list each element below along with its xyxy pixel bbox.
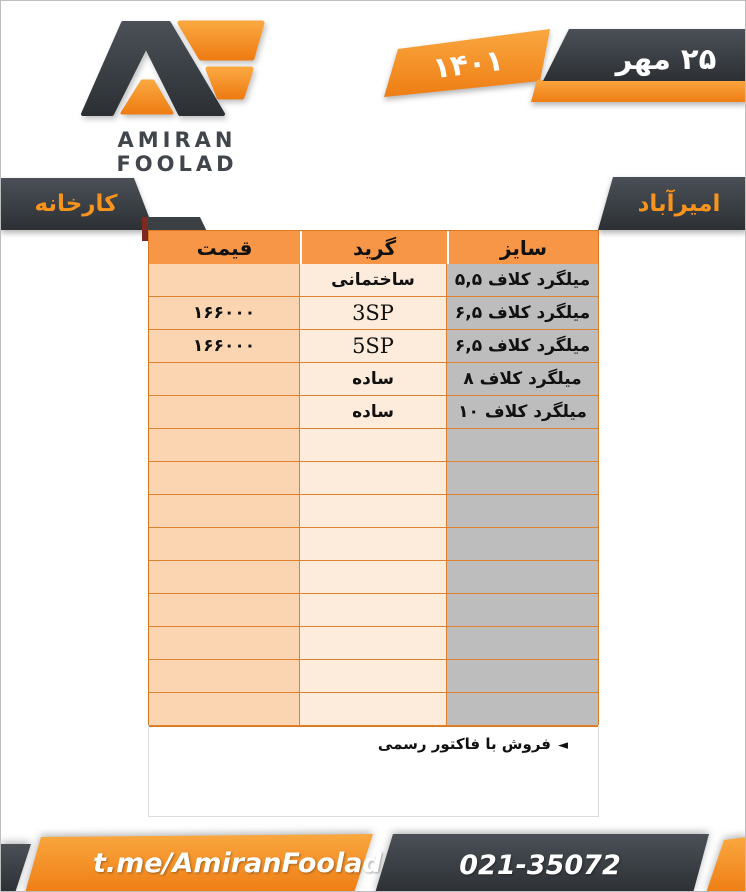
- size-cell: [447, 693, 598, 726]
- grade-cell: [300, 561, 447, 594]
- footer-dark-ribbon: [375, 834, 709, 891]
- table-row: ۱۶۶۰۰۰ 3SP میلگرد کلاف ۶,۵: [149, 297, 598, 330]
- grade-cell: [300, 495, 447, 528]
- table-row: [149, 462, 598, 495]
- price-cell: [149, 693, 300, 726]
- logo-mark: [81, 20, 265, 116]
- phone-number: 021-35072: [459, 850, 621, 881]
- note-text: فروش با فاکتور رسمی: [377, 735, 551, 753]
- location-label: امیرآباد: [637, 191, 721, 217]
- table-row: [149, 495, 598, 528]
- size-cell: [447, 495, 598, 528]
- day-ribbon: [543, 29, 745, 81]
- footer-orange-ribbon: [25, 834, 373, 891]
- table-row: [149, 528, 598, 561]
- grade-cell: [300, 660, 447, 693]
- size-cell: میلگرد کلاف ۸: [447, 363, 598, 396]
- location-banner-left: [1, 178, 154, 230]
- size-cell: [447, 528, 598, 561]
- grade-cell: [300, 693, 447, 726]
- date-day-label: ۲۵ مهر: [615, 42, 717, 76]
- size-cell: [447, 627, 598, 660]
- price-cell: [149, 594, 300, 627]
- grade-cell: [300, 429, 447, 462]
- price-cell: ۱۶۶۰۰۰: [149, 330, 300, 363]
- size-cell: میلگرد کلاف ۱۰: [447, 396, 598, 429]
- grade-cell: 3SP: [300, 297, 447, 330]
- price-cell: [149, 561, 300, 594]
- price-cell: [149, 264, 300, 297]
- grade-cell: [300, 594, 447, 627]
- logo-f-top-icon: [177, 20, 265, 61]
- logo-a-icon: [81, 21, 225, 116]
- size-cell: [447, 660, 598, 693]
- size-cell: [447, 594, 598, 627]
- size-column-header: سایز: [447, 231, 598, 264]
- grade-column-header: گرید: [300, 231, 447, 264]
- grade-cell: [300, 627, 447, 660]
- price-cell: [149, 462, 300, 495]
- size-cell: میلگرد کلاف ۵,۵: [447, 264, 598, 297]
- size-cell: [447, 561, 598, 594]
- price-cell: [149, 429, 300, 462]
- date-ribbon-group: [384, 29, 745, 102]
- size-cell: میلگرد کلاف ۶,۵: [447, 330, 598, 363]
- year-ribbon: [384, 29, 550, 97]
- table-row: [149, 561, 598, 594]
- footer-ribbon-group: [1, 834, 745, 891]
- price-column-header: قیمت: [196, 235, 253, 260]
- note-marker-icon: ◄: [558, 738, 568, 753]
- grade-cell: ساده: [300, 396, 447, 429]
- location-banner-group: [1, 177, 745, 230]
- size-cell: [447, 429, 598, 462]
- table-row: ۱۶۶۰۰۰ 5SP میلگرد کلاف ۶,۵: [149, 330, 598, 363]
- telegram-link[interactable]: t.me/AmiranFoolad: [93, 848, 382, 879]
- price-cell: [149, 627, 300, 660]
- grade-cell: ساختمانی: [300, 264, 447, 297]
- size-cell: میلگرد کلاف ۶,۵: [447, 297, 598, 330]
- table-row: [149, 594, 598, 627]
- price-cell: [149, 363, 300, 396]
- grade-cell: [300, 528, 447, 561]
- table-row: [149, 660, 598, 693]
- table-header-row: قیمت گرید سایز: [149, 231, 598, 264]
- table-row: ساده میلگرد کلاف ۸: [149, 363, 598, 396]
- orange-strip: [531, 80, 745, 102]
- location-banner-right: [598, 177, 745, 230]
- logo-f-bottom-icon: [205, 66, 254, 100]
- brand-name: AMIRAN FOOLAD: [116, 128, 238, 176]
- table-row: [149, 693, 598, 726]
- logo-a-inner-triangle-icon: [120, 79, 174, 115]
- table-row: ساده میلگرد کلاف ۱۰: [149, 396, 598, 429]
- destination-label: کارخانه: [34, 191, 118, 217]
- price-cell: [149, 396, 300, 429]
- grade-cell: [300, 462, 447, 495]
- table-row: [149, 627, 598, 660]
- footer-dark-sliver: [1, 844, 31, 891]
- price-cell: ۱۶۶۰۰۰: [149, 297, 300, 330]
- table-row: ساختمانی میلگرد کلاف ۵,۵: [149, 264, 598, 297]
- table-body: ساختمانی میلگرد کلاف ۵,۵ ۱۶۶۰۰۰ 3SP میلگ…: [149, 264, 598, 726]
- table-row: [149, 429, 598, 462]
- invoice-note: ◄ فروش با فاکتور رسمی: [148, 725, 599, 817]
- price-cell: [149, 528, 300, 561]
- price-table: قیمت گرید سایز ساختمانی میلگرد کلاف ۵,۵ …: [148, 230, 599, 727]
- footer-orange-sliver: [706, 837, 745, 891]
- grade-cell: 5SP: [300, 330, 447, 363]
- price-cell: [149, 495, 300, 528]
- price-cell: [149, 660, 300, 693]
- grade-cell: ساده: [300, 363, 447, 396]
- size-cell: [447, 462, 598, 495]
